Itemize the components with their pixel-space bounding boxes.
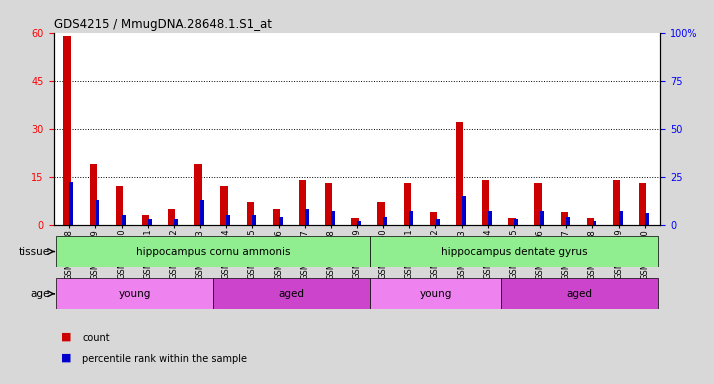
Bar xyxy=(508,218,516,225)
Text: young: young xyxy=(119,289,151,299)
Bar xyxy=(436,219,440,225)
Bar xyxy=(325,183,333,225)
Text: count: count xyxy=(82,333,110,343)
Text: percentile rank within the sample: percentile rank within the sample xyxy=(82,354,247,364)
Bar xyxy=(560,212,568,225)
Bar xyxy=(174,219,178,225)
Bar xyxy=(221,186,228,225)
Text: hippocampus cornu ammonis: hippocampus cornu ammonis xyxy=(136,247,291,257)
Bar xyxy=(383,217,387,225)
Bar xyxy=(370,278,501,309)
Text: young: young xyxy=(419,289,452,299)
Bar xyxy=(645,213,649,225)
Bar xyxy=(534,183,542,225)
Bar xyxy=(246,202,254,225)
Bar xyxy=(305,209,308,225)
Bar xyxy=(593,221,596,225)
Bar xyxy=(456,122,463,225)
Bar xyxy=(619,211,623,225)
Bar xyxy=(96,200,99,225)
Bar xyxy=(587,218,594,225)
Bar xyxy=(482,180,489,225)
Bar xyxy=(501,278,658,309)
Bar xyxy=(278,217,283,225)
Bar xyxy=(148,219,152,225)
Bar xyxy=(357,221,361,225)
Bar xyxy=(566,217,570,225)
Text: ■: ■ xyxy=(61,353,71,363)
Bar xyxy=(273,209,280,225)
Bar xyxy=(613,180,620,225)
Bar xyxy=(142,215,149,225)
Bar xyxy=(69,182,74,225)
Bar xyxy=(409,211,413,225)
Bar xyxy=(488,211,492,225)
Bar xyxy=(639,183,646,225)
Bar xyxy=(253,215,256,225)
Bar xyxy=(331,211,335,225)
Text: aged: aged xyxy=(278,289,305,299)
Bar xyxy=(116,186,123,225)
Bar xyxy=(462,196,466,225)
Bar xyxy=(194,164,201,225)
Bar xyxy=(403,183,411,225)
Text: GDS4215 / MmugDNA.28648.1.S1_at: GDS4215 / MmugDNA.28648.1.S1_at xyxy=(54,18,271,31)
Bar xyxy=(168,209,176,225)
Bar xyxy=(56,236,370,267)
Bar xyxy=(64,36,71,225)
Bar xyxy=(56,278,213,309)
Bar xyxy=(430,212,437,225)
Text: hippocampus dentate gyrus: hippocampus dentate gyrus xyxy=(441,247,588,257)
Text: tissue: tissue xyxy=(19,247,50,257)
Bar xyxy=(514,219,518,225)
Bar xyxy=(540,211,544,225)
Bar xyxy=(378,202,385,225)
Text: ■: ■ xyxy=(61,332,71,342)
Text: aged: aged xyxy=(566,289,593,299)
Bar xyxy=(213,278,370,309)
Bar xyxy=(121,215,126,225)
Text: age: age xyxy=(31,289,50,299)
Bar xyxy=(370,236,658,267)
Bar xyxy=(299,180,306,225)
Bar xyxy=(226,215,230,225)
Bar xyxy=(200,200,204,225)
Bar xyxy=(351,218,358,225)
Bar xyxy=(90,164,97,225)
